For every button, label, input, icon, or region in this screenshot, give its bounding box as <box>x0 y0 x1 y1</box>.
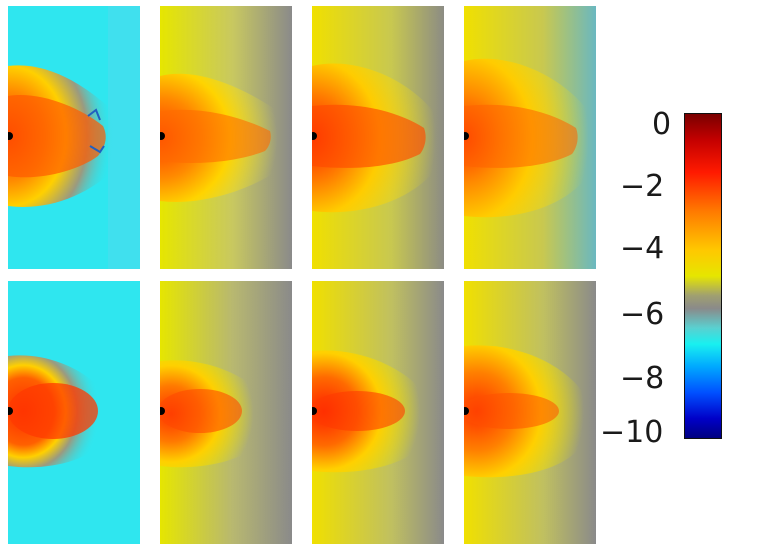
panel-top-3 <box>312 6 444 269</box>
colorbar-tick-1: −2 <box>620 169 665 204</box>
panel-bottom-2 <box>160 281 292 544</box>
colorbar-tick-4: −8 <box>620 361 665 396</box>
panel-bottom-4 <box>464 281 596 544</box>
panel-top-2 <box>160 6 292 269</box>
panel-top-4 <box>464 6 596 269</box>
colorbar-tick-3: −6 <box>620 297 665 332</box>
colorbar-tick-5: −10 <box>600 415 664 450</box>
panel-bottom-3 <box>312 281 444 544</box>
panel-bottom-1 <box>8 281 140 544</box>
panel-top-1 <box>8 6 140 269</box>
colorbar-tick-0: 0 <box>652 107 672 142</box>
colorbar <box>684 113 722 439</box>
colorbar-tick-2: −4 <box>620 231 665 266</box>
